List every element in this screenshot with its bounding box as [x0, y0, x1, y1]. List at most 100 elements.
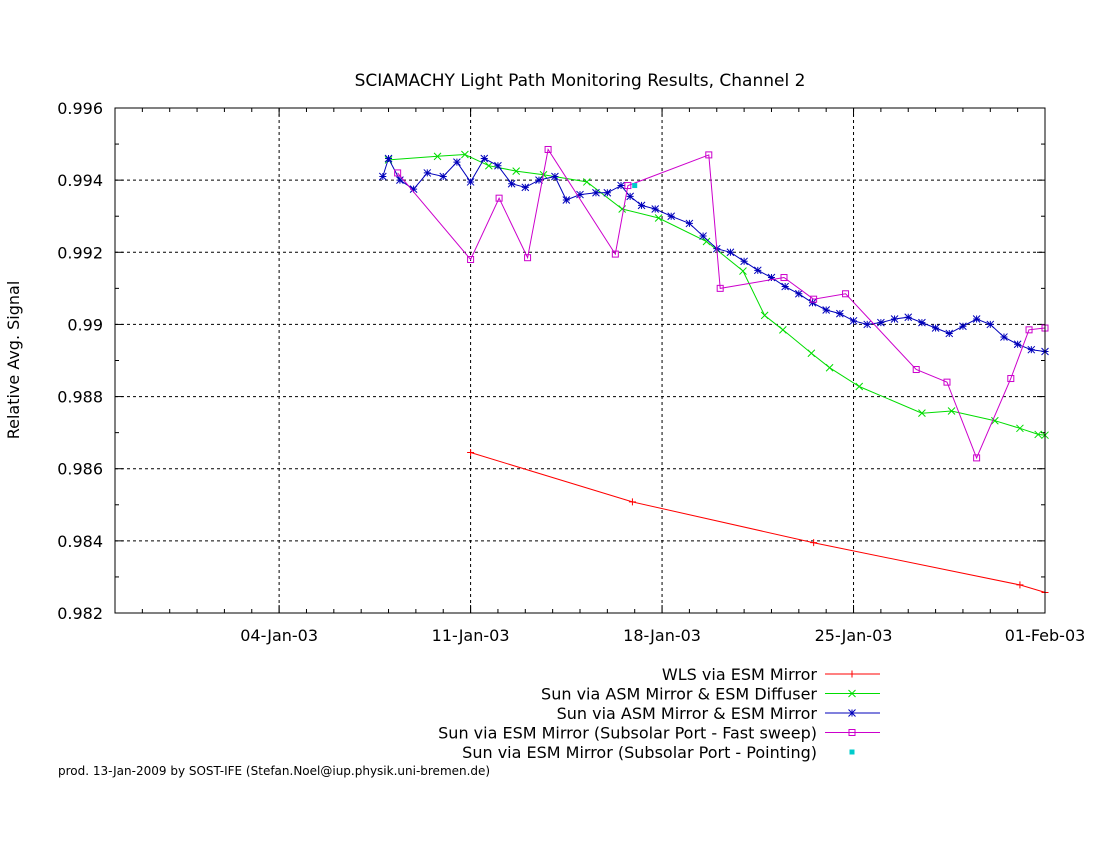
data-point — [780, 274, 788, 282]
data-point — [423, 169, 432, 177]
data-point — [959, 322, 967, 331]
data-point — [603, 188, 612, 197]
chart-title: SCIAMACHY Light Path Monitoring Results,… — [355, 71, 806, 91]
data-point — [685, 219, 694, 228]
data-point — [551, 172, 559, 181]
legend-label: Sun via ESM Mirror (Subsolar Port - Fast… — [438, 724, 817, 743]
data-point — [904, 313, 913, 322]
data-point — [544, 145, 552, 153]
x-tick-label: 18-Jan-03 — [623, 626, 701, 645]
data-point — [654, 214, 663, 222]
data-point — [467, 256, 475, 263]
legend-item: Sun via ESM Mirror (Subsolar Port - Fast… — [438, 724, 880, 743]
data-point — [973, 454, 981, 462]
legend-label: WLS via ESM Mirror — [662, 665, 818, 684]
data-point — [716, 284, 724, 292]
data-point — [947, 407, 956, 415]
data-point — [848, 689, 856, 698]
data-point — [480, 154, 489, 163]
data-point — [848, 709, 856, 717]
data-point — [484, 161, 493, 170]
data-point — [931, 324, 940, 332]
legend-label: Sun via ASM Mirror & ESM Diffuser — [541, 685, 817, 704]
data-point — [739, 267, 747, 275]
data-point — [394, 169, 402, 177]
plot-frame — [114, 107, 1046, 614]
y-axis-ticks: 0.982 0.984 0.986 0.988 0.99 0.992 0.994 0.996 — [57, 99, 1045, 623]
series-sun-via-esm-mirror-subsolar-port-fast-sweep — [394, 145, 1049, 462]
data-point — [990, 416, 999, 425]
series-line — [388, 153, 1046, 436]
data-point — [1000, 333, 1008, 341]
data-point — [699, 232, 707, 240]
production-credit: prod. 13-Jan-2009 by SOST-IFE (Stefan.No… — [58, 764, 491, 778]
data-point — [810, 539, 818, 547]
series-group — [378, 145, 1049, 596]
data-point — [521, 183, 530, 192]
legend-item: Sun via ASM Mirror & ESM Mirror — [557, 704, 880, 723]
series-sun-via-asm-mirror-esm-mirror — [378, 154, 1049, 356]
legend-label: Sun via ESM Mirror (Subsolar Port - Poin… — [462, 743, 817, 762]
legend-item: Sun via ESM Mirror (Subsolar Port - Poin… — [462, 743, 855, 762]
y-tick-label: 0.986 — [57, 460, 103, 479]
data-point — [378, 172, 387, 181]
y-axis-label: Relative Avg. Signal — [4, 281, 23, 440]
data-point — [943, 378, 951, 386]
data-point — [848, 670, 856, 678]
data-point — [848, 729, 856, 736]
y-tick-label: 0.992 — [57, 243, 103, 262]
x-tick-label: 25-Jan-03 — [815, 626, 893, 645]
data-point — [849, 316, 858, 325]
data-point — [626, 192, 635, 201]
data-point — [461, 150, 469, 159]
x-tick-label: 01-Feb-03 — [1005, 626, 1086, 645]
data-point — [781, 282, 790, 291]
series-wls-via-esm-mirror — [467, 448, 1049, 596]
data-point — [494, 161, 502, 170]
data-point — [1013, 340, 1022, 349]
data-point — [810, 295, 818, 303]
data-point — [912, 366, 920, 374]
data-point — [628, 498, 636, 506]
data-point — [384, 154, 393, 163]
data-point — [576, 190, 584, 199]
data-point — [592, 188, 600, 197]
data-point — [535, 176, 543, 184]
data-point — [753, 266, 762, 275]
data-point — [637, 201, 646, 210]
data-point — [1007, 375, 1015, 383]
data-point — [632, 183, 638, 189]
legend-item: WLS via ESM Mirror — [662, 665, 880, 684]
legend-label: Sun via ASM Mirror & ESM Mirror — [557, 704, 818, 723]
data-point — [453, 158, 461, 166]
y-tick-label: 0.982 — [57, 604, 103, 623]
data-point — [524, 254, 532, 262]
data-point — [611, 250, 619, 258]
data-point — [863, 320, 872, 329]
series-sun-via-esm-mirror-subsolar-port-pointing — [632, 183, 638, 189]
y-tick-label: 0.994 — [57, 171, 103, 190]
x-tick-label: 11-Jan-03 — [432, 626, 510, 645]
data-point — [618, 205, 627, 213]
series-sun-via-asm-mirror-esm-diffuser — [384, 150, 1049, 440]
data-point — [1034, 430, 1043, 439]
legend-item: Sun via ASM Mirror & ESM Diffuser — [541, 685, 880, 704]
y-tick-label: 0.988 — [57, 388, 103, 407]
data-point — [562, 196, 571, 204]
data-point — [1016, 424, 1024, 433]
data-point — [439, 172, 448, 181]
data-point — [507, 179, 516, 188]
y-tick-label: 0.984 — [57, 532, 103, 551]
data-point — [849, 749, 855, 755]
data-point — [890, 315, 899, 323]
x-tick-label: 04-Jan-03 — [240, 626, 318, 645]
data-point — [1025, 326, 1033, 334]
data-point — [794, 289, 803, 298]
data-point — [825, 363, 834, 372]
series-line — [397, 148, 1046, 460]
data-point — [1016, 581, 1024, 589]
grid-lines — [115, 108, 1045, 613]
data-point — [1027, 345, 1036, 354]
data-point — [808, 298, 817, 307]
